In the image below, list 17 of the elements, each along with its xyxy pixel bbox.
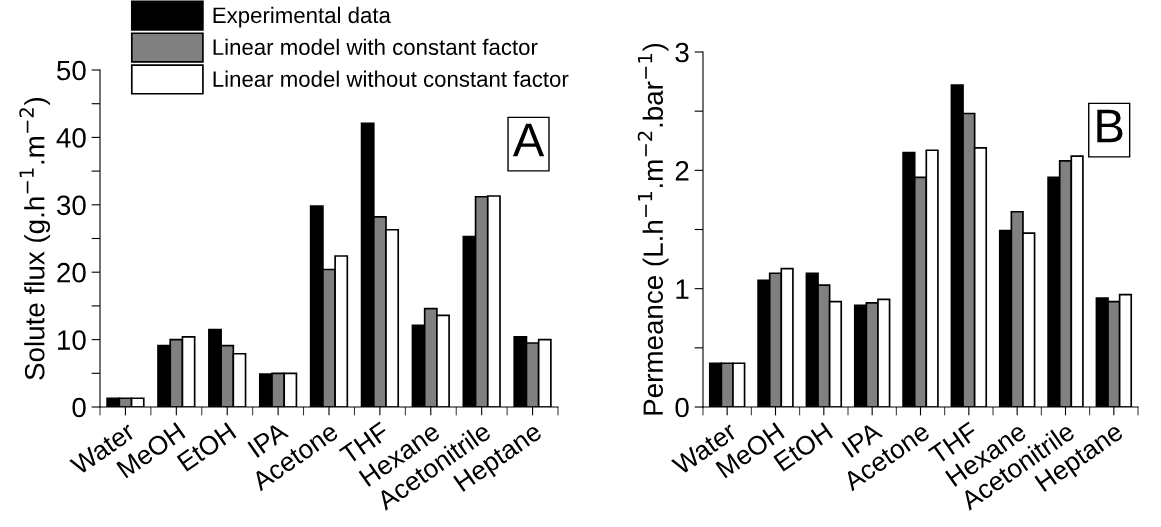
annotation: B (1097, 109, 1123, 143)
y-tick-label: 2 (675, 161, 689, 181)
y-tick-label: 20 (57, 262, 86, 283)
legend-label: Linear model with constant factor (213, 38, 538, 56)
y-tick-label: 1 (676, 279, 689, 299)
y-tick-label: 0 (72, 397, 86, 418)
y-tick-label: 50 (57, 60, 86, 81)
y-tick-label: 40 (56, 128, 86, 148)
y-tick-label: 30 (56, 195, 86, 216)
y-axis-title: Solute flux (g.h$^{−1}$.m$^{−2}$) (19, 97, 51, 380)
y-tick-label: 10 (58, 330, 86, 350)
y-tick-label: 0 (675, 397, 689, 418)
y-tick-label: 3 (675, 42, 689, 63)
legend-label: Experimental data (213, 6, 391, 28)
annotation: A (512, 123, 545, 157)
legend-label: Linear model without constant factor (213, 70, 569, 87)
y-axis-title: Permeance (L.h$^{−1}$.m$^{−2}$.bar$^{−1}$) (637, 43, 669, 415)
